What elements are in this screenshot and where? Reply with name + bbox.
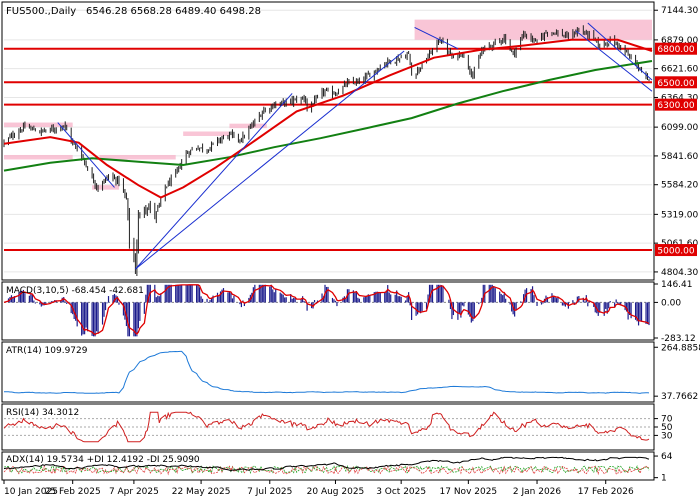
zone-box (99, 154, 176, 160)
level-tag-label: 6500.00 (657, 79, 694, 89)
level-tag-label: 6300.00 (657, 101, 694, 111)
level-tag (655, 244, 697, 257)
price-tick-label: 7144.30 (661, 6, 698, 16)
macd-tick-label: -283.12 (661, 334, 696, 344)
atr-panel (1, 341, 655, 403)
rsi-tick-label: 50 (661, 423, 673, 433)
time-tick-label: 17 Feb 2026 (578, 487, 634, 497)
time-tick-label: 20 Aug 2025 (307, 487, 365, 497)
atr-tick-label: 37.7662 (661, 392, 698, 402)
price-tick-label: 4804.30 (661, 268, 698, 278)
adx-line (3, 456, 650, 472)
candles-layer (3, 25, 650, 276)
time-tick-label: 25 Feb 2025 (45, 487, 101, 497)
di-plus-line (3, 464, 650, 474)
zone-box (92, 185, 119, 190)
trendline (587, 22, 653, 81)
macd-tick-label: 146.41 (661, 280, 693, 290)
adx-panel (1, 451, 655, 481)
level-labels: 6800.00 6500.00 6300.00 5000.00 (655, 42, 697, 257)
atr-tick-label: 264.8858 (661, 343, 700, 353)
zone-box (229, 123, 267, 129)
price-tick-label: 5319.00 (661, 210, 698, 220)
trendline (575, 30, 653, 92)
level-tag (655, 76, 697, 89)
price-tick-label: 6621.60 (661, 65, 698, 75)
atr-layer (3, 350, 650, 394)
level-tag-label: 6800.00 (657, 45, 694, 55)
rsi-tick-label: 30 (661, 431, 673, 441)
trendline (135, 93, 293, 270)
time-tick-label: 7 Jul 2025 (247, 487, 292, 497)
adx-tick-label: 1 (661, 474, 667, 484)
trendline (414, 27, 459, 50)
time-tick-label: 10 Jan 2025 (4, 487, 58, 497)
adx-tick-label: 64 (661, 452, 673, 462)
ohlc-readout: 6546.28 6568.28 6489.40 6498.28 (86, 6, 261, 17)
zones-layer (4, 19, 652, 190)
zone-box (183, 131, 230, 136)
rsi-line (3, 411, 650, 443)
price-axis: 7144.30 6879.00 6621.60 6364.30 6099.00 5841.… (654, 6, 698, 278)
price-tick-label: 5584.20 (661, 181, 698, 191)
levels-layer (4, 47, 652, 252)
macd-panel (1, 281, 655, 341)
di-minus-line (3, 465, 650, 476)
price-tick-label: 6099.00 (661, 123, 698, 133)
rsi-label: RSI(14) 34.3012 (6, 408, 79, 418)
zone-box (4, 122, 73, 128)
macd-layer (3, 284, 652, 337)
zone-box (414, 19, 652, 40)
level-tag (655, 98, 697, 111)
rsi-tick-label: 70 (661, 415, 673, 425)
adx-label: ADX(14) 19.5734 +DI 12.4192 -DI 25.9090 (6, 455, 200, 465)
time-tick-label: 3 Oct 2025 (376, 487, 426, 497)
time-tick-label: 7 Apr 2025 (109, 487, 159, 497)
time-tick-label: 2 Jan 2026 (513, 487, 561, 497)
atr-label: ATR(14) 109.9729 (6, 346, 88, 356)
ma-red-line (3, 38, 653, 199)
trendlines-layer (57, 22, 653, 270)
trendline (135, 50, 405, 270)
level-tag (655, 42, 697, 55)
trendline (57, 122, 115, 188)
ma-green-line (3, 60, 653, 172)
time-tick-label: 17 Nov 2025 (440, 487, 498, 497)
time-tick-label: 22 May 2025 (172, 487, 231, 497)
rsi-layer (3, 411, 652, 443)
symbol-label: FUS500.,Daily (6, 6, 76, 17)
adx-layer (3, 456, 650, 476)
level-tag-label: 5000.00 (657, 247, 694, 257)
price-tick-label: 6879.00 (661, 36, 698, 46)
price-tick-label: 6364.30 (661, 93, 698, 103)
zone-box (4, 154, 73, 160)
macd-signal-line (3, 284, 650, 336)
price-panel (1, 1, 655, 281)
macd-label: MACD(3,10,5) -68.454 -42.681 (6, 286, 144, 296)
atr-line (3, 350, 650, 394)
price-tick-label: 5841.60 (661, 152, 698, 162)
price-grid (4, 9, 652, 273)
macd-tick-label: 0.00 (661, 298, 681, 308)
